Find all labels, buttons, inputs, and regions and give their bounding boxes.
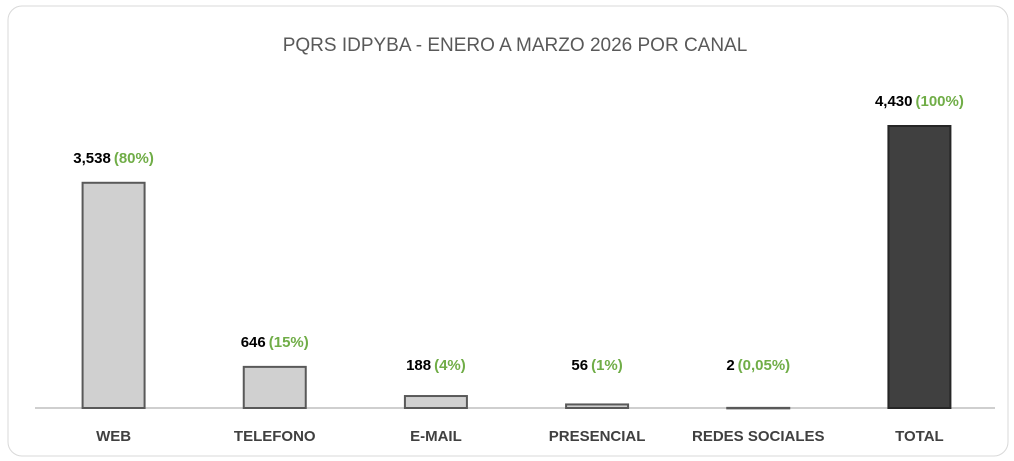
bar <box>565 403 630 409</box>
bar <box>726 406 791 410</box>
share-label: (1%) <box>591 357 623 374</box>
x-tick-label: E-MAIL <box>410 428 462 445</box>
data-label: 4,430 (100%) <box>875 93 964 110</box>
bar <box>887 125 952 409</box>
value-label: 3,538 <box>73 150 111 167</box>
x-tick-label: WEB <box>96 428 131 445</box>
x-tick-label: TOTAL <box>895 428 944 445</box>
share-label: (80%) <box>114 150 154 167</box>
chart-frame <box>7 5 1009 457</box>
data-label: 56 (1%) <box>571 357 622 374</box>
data-label: 646 (15%) <box>241 334 309 351</box>
share-label: (0,05%) <box>738 357 791 374</box>
data-label: 2 (0,05%) <box>726 357 790 374</box>
share-label: (4%) <box>434 357 466 374</box>
value-label: 56 <box>571 357 588 374</box>
bar <box>403 395 468 409</box>
chart-title: PQRS IDPYBA - ENERO A MARZO 2026 POR CAN… <box>283 35 748 56</box>
x-tick-label: PRESENCIAL <box>549 428 646 445</box>
bar <box>81 181 146 409</box>
value-label: 4,430 <box>875 93 913 110</box>
bar <box>242 365 307 410</box>
data-label: 188 (4%) <box>406 357 466 374</box>
value-label: 188 <box>406 357 431 374</box>
share-label: (15%) <box>269 334 309 351</box>
data-label: 3,538 (80%) <box>73 150 154 167</box>
share-label: (100%) <box>916 93 964 110</box>
x-tick-label: TELEFONO <box>234 428 316 445</box>
x-tick-label: REDES SOCIALES <box>692 428 825 445</box>
value-label: 2 <box>726 357 734 374</box>
value-label: 646 <box>241 334 266 351</box>
